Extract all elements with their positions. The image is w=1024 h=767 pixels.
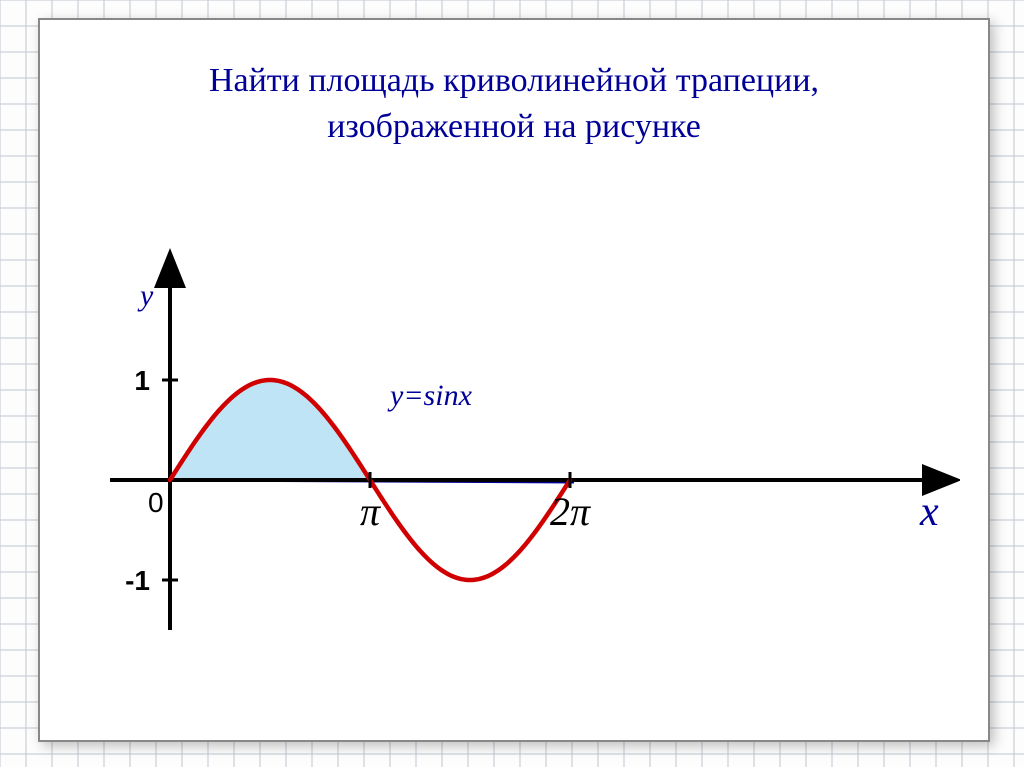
y-tick-label: -1	[125, 565, 150, 596]
problem-title: Найти площадь криволинейной трапеции, из…	[40, 58, 988, 150]
origin-label: 0	[148, 487, 164, 518]
shaded-region	[170, 380, 370, 480]
function-label: y=sinx	[387, 379, 473, 412]
y-axis-label: y	[137, 279, 154, 312]
title-line-1: Найти площадь криволинейной трапеции,	[40, 58, 988, 104]
x-tick-label: 2π	[550, 489, 591, 534]
x-axis-label: x	[919, 489, 939, 535]
x-tick-label: π	[360, 489, 381, 534]
y-tick-label: 1	[134, 365, 150, 396]
sine-chart: 1 -1 π 2π 0 y x y=sinx	[80, 230, 960, 670]
content-panel: Найти площадь криволинейной трапеции, из…	[38, 18, 990, 742]
title-line-2: изображенной на рисунке	[40, 104, 988, 150]
